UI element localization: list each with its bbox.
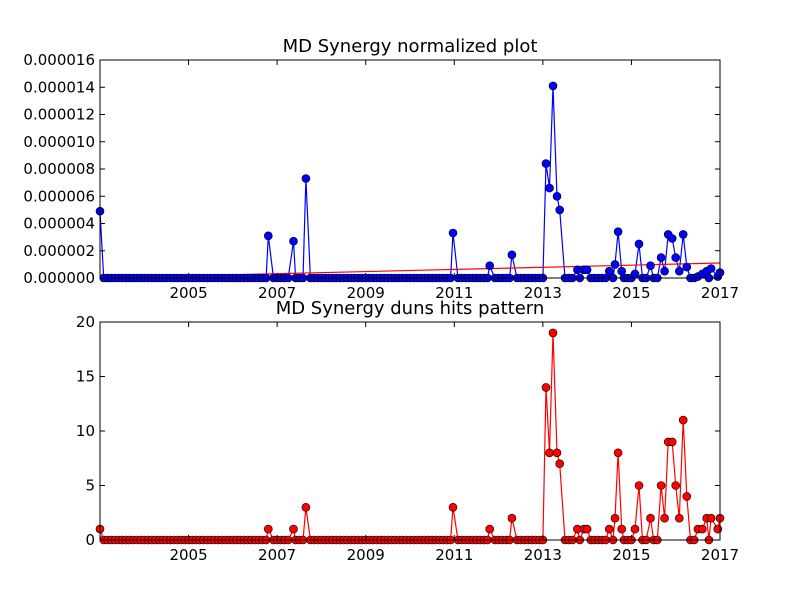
y-tick-label: 0.000008 [23, 160, 95, 178]
hits-pattern-plot: MD Synergy duns hits pattern 0 5 10 15 20 200… [76, 298, 739, 564]
data-point [682, 492, 692, 501]
data-point [448, 502, 458, 512]
data-point [671, 253, 681, 262]
x-tick-label: 2017 [701, 284, 739, 302]
data-point [674, 513, 684, 523]
data-point [610, 260, 620, 269]
y-tick-label: 0.000006 [23, 187, 95, 205]
data-point [656, 481, 666, 490]
x-tick-label: 2013 [524, 284, 562, 302]
y-tick-label: 0 [85, 531, 95, 549]
data-point [678, 415, 688, 425]
chart-title: MD Synergy normalized plot [283, 36, 538, 57]
data-point [552, 192, 562, 201]
data-point [289, 524, 298, 534]
x-tick-label: 2009 [347, 546, 385, 564]
data-point [541, 159, 551, 168]
data-point [552, 448, 562, 458]
axes: 0 5 10 15 20 2005 2007 2009 2011 2013 2015 2017 [76, 313, 739, 564]
data-point [263, 231, 273, 241]
y-tick-label: 0.000004 [23, 215, 95, 233]
y-tick-label: 0.000012 [23, 106, 95, 124]
data-point [660, 513, 669, 523]
data-point [263, 524, 273, 534]
y-tick-label: 0.000014 [23, 78, 95, 96]
data-point [634, 239, 644, 249]
axes: 0.000000 0.000002 0.000004 0.000006 0.000008… [23, 51, 739, 302]
y-tick-label: 15 [76, 368, 95, 386]
data-point [582, 524, 592, 534]
normalized-plot: MD Synergy normalized plot 0.0000000.000… [23, 36, 739, 302]
data-point [548, 328, 558, 338]
data-point [660, 266, 669, 276]
data-point [448, 228, 458, 238]
data-point [713, 524, 723, 534]
x-tick-label: 2005 [169, 284, 207, 302]
data-point [630, 524, 640, 534]
x-tick-label: 2011 [435, 546, 473, 564]
x-tick-label: 2009 [347, 284, 385, 302]
data-point [545, 183, 554, 193]
x-tick-label: 2007 [258, 284, 296, 302]
data-point [555, 205, 565, 215]
x-tick-label: 2015 [612, 546, 650, 564]
data-point [301, 502, 311, 512]
chart-title: MD Synergy duns hits pattern [276, 298, 545, 319]
data-point [541, 383, 551, 392]
data-point [646, 261, 655, 271]
data-point [613, 448, 623, 458]
data-point [617, 524, 627, 534]
data-point [301, 174, 311, 183]
data-point [604, 266, 614, 276]
y-tick-label: 5 [85, 477, 95, 495]
data-point [706, 264, 716, 273]
x-tick-label: 2013 [524, 546, 562, 564]
data-point [667, 437, 677, 447]
data-point [485, 261, 495, 271]
data-point [671, 481, 681, 490]
data-point [706, 513, 716, 523]
x-tick-label: 2005 [169, 546, 207, 564]
data-point [697, 524, 707, 534]
y-tick-label: 0.000016 [23, 51, 95, 69]
data-point [682, 262, 692, 272]
data-point [289, 236, 298, 246]
y-tick-label: 0.000002 [23, 242, 95, 260]
data-point [674, 266, 684, 276]
y-tick-label: 0.000000 [23, 269, 95, 287]
data-point [610, 513, 620, 523]
data-point [634, 481, 644, 490]
y-tick-label: 0.000010 [23, 133, 95, 151]
x-tick-label: 2017 [701, 546, 739, 564]
data-point [630, 269, 640, 279]
x-tick-label: 2011 [435, 284, 473, 302]
data-point [545, 448, 554, 458]
data-point [548, 81, 558, 91]
x-tick-label: 2015 [612, 284, 650, 302]
data-point [678, 230, 688, 239]
data-point [604, 524, 614, 534]
data-point [582, 265, 592, 275]
data-point [646, 513, 655, 523]
data-point [613, 227, 623, 236]
data-point [667, 234, 677, 243]
data-point [656, 253, 666, 262]
data-point [485, 524, 495, 534]
y-tick-label: 20 [76, 313, 95, 331]
data-point [507, 250, 517, 260]
data-point [507, 513, 517, 523]
y-tick-label: 10 [76, 422, 95, 440]
data-point [555, 459, 565, 469]
x-tick-label: 2007 [258, 546, 296, 564]
